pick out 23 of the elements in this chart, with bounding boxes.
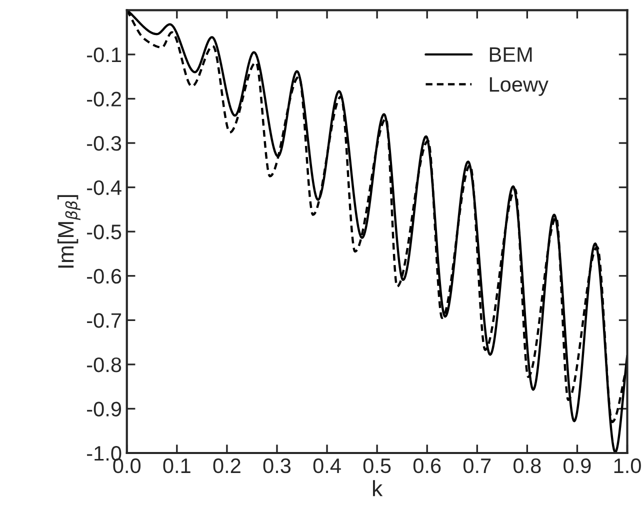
x-tick-label: 0.1 xyxy=(163,458,190,474)
y-tick-label: -0.7 xyxy=(87,313,121,328)
x-tick-label: 0.7 xyxy=(463,458,491,474)
x-tick-label: 0.2 xyxy=(213,458,240,474)
x-tick-label: 0.6 xyxy=(413,458,441,474)
y-tick-label: -0.4 xyxy=(87,180,122,196)
y-tick-label: -0.9 xyxy=(87,402,122,416)
y-tick-label: -0.6 xyxy=(87,268,122,284)
y-tick-label: -0.3 xyxy=(87,136,122,151)
y-tick-label: -0.8 xyxy=(87,357,122,372)
y-tick-label: -0.2 xyxy=(87,92,121,106)
x-tick-label: 0.8 xyxy=(514,458,541,474)
legend-label: Loewy xyxy=(490,77,548,96)
x-tick-label: 1.0 xyxy=(614,458,641,474)
y-tick-label: -0.1 xyxy=(87,47,121,62)
x-tick-label: 0.9 xyxy=(564,458,591,474)
y-axis-title: Im[M$_{ββ}$] xyxy=(57,195,80,268)
y-tick-label: -0.5 xyxy=(87,224,122,240)
x-tick-label: 0.5 xyxy=(363,458,391,474)
x-axis-title: k xyxy=(373,480,383,496)
legend-label: BEM xyxy=(490,47,532,62)
x-tick-label: 0.4 xyxy=(313,458,341,474)
x-tick-label: 0.3 xyxy=(263,458,291,474)
